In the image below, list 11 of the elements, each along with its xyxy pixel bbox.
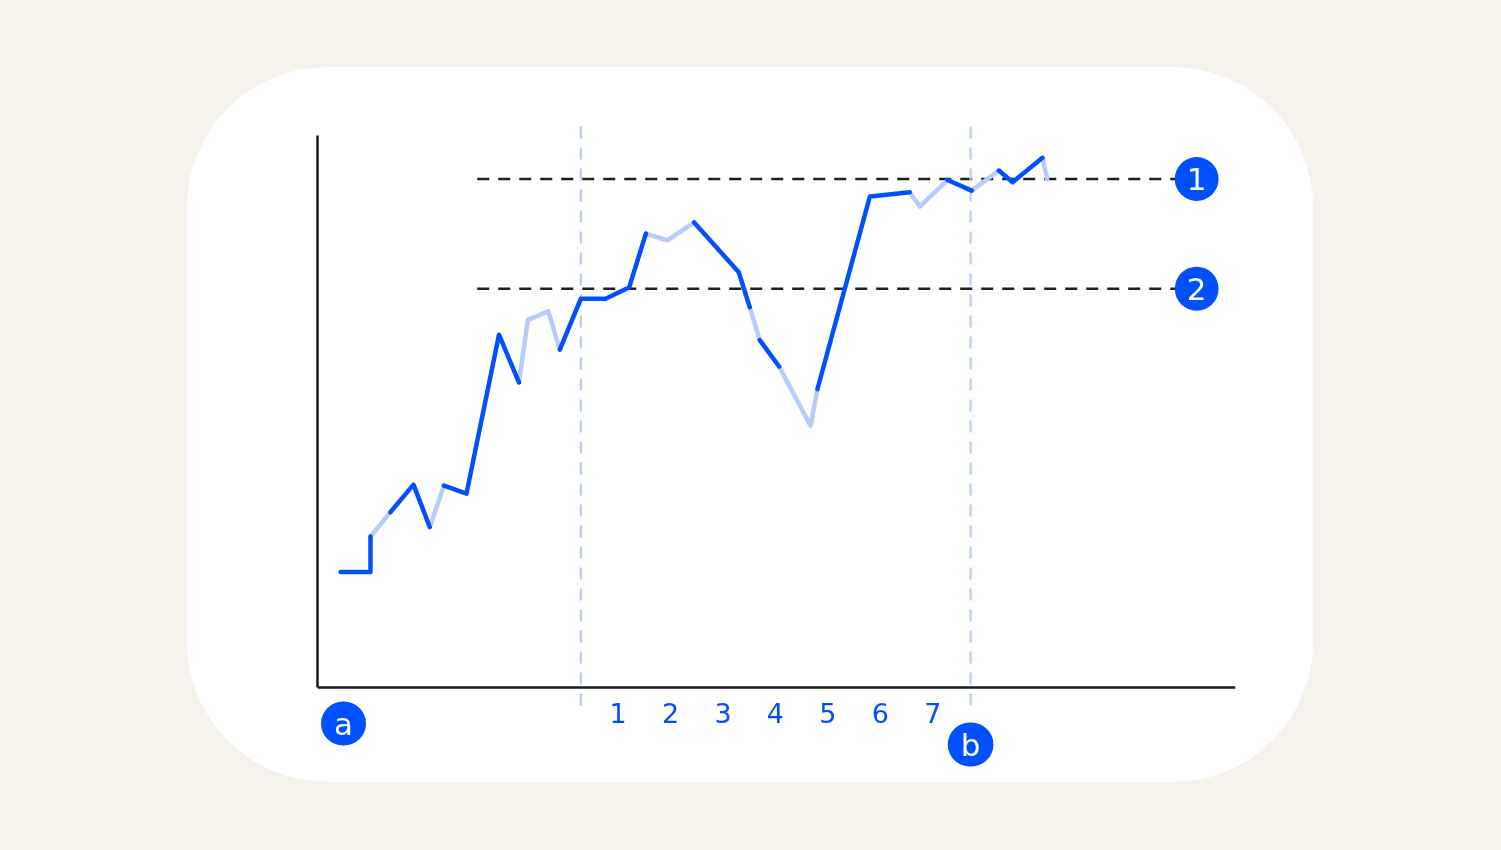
- annotation: 1: [1186, 160, 1207, 197]
- x-tick-label: 7: [924, 697, 942, 729]
- x-tick-label: 6: [871, 697, 889, 729]
- annotation: 2: [1186, 270, 1207, 307]
- ref-line-label: b: [960, 726, 981, 763]
- x-tick-label: 1: [609, 697, 627, 729]
- x-tick-label: 4: [766, 697, 785, 729]
- x-tick-label: 5: [819, 697, 837, 729]
- text: a: [334, 705, 353, 742]
- x-tick-label: 2: [661, 697, 680, 729]
- x-tick-label: 3: [714, 697, 732, 729]
